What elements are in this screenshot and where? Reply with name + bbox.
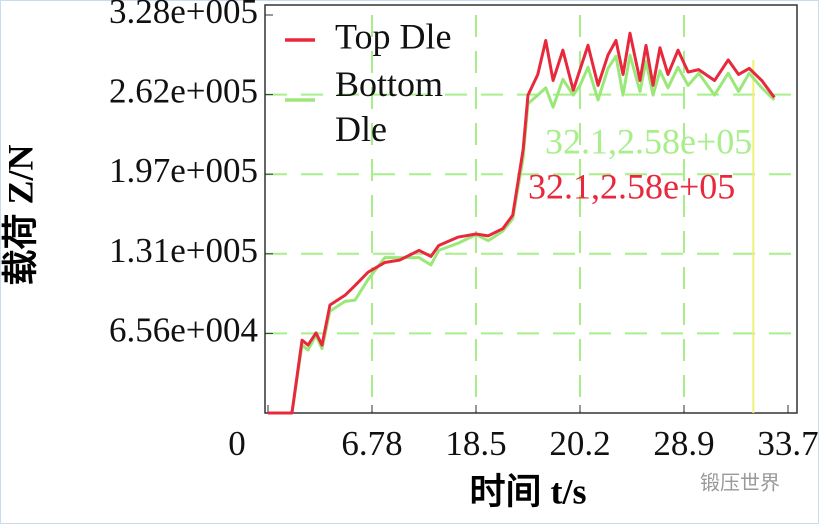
legend-label: Bottom Dle xyxy=(335,64,452,149)
annotation: 32.1,2.58e+05 xyxy=(545,121,752,161)
data-line xyxy=(268,53,776,415)
x-tick-label: 20.2 xyxy=(549,424,610,463)
y-tick-label: 1.31e+005 xyxy=(109,231,258,270)
data-line xyxy=(268,31,776,415)
x-tick-label: 18.5 xyxy=(445,424,506,463)
y-axis-label: 载荷 Z/N xyxy=(0,144,40,285)
x-tick-label: 0 xyxy=(228,424,246,463)
annotation: 32.1,2.58e+05 xyxy=(528,166,735,206)
watermark: 锻压世界 xyxy=(700,472,780,495)
legend-label-line: Bottom xyxy=(335,64,452,104)
y-tick-label: 2.62e+005 xyxy=(109,72,258,111)
legend-label: Top Dle xyxy=(335,16,451,56)
x-axis-label: 时间 t/s xyxy=(469,471,586,511)
x-tick-label: 33.7 xyxy=(757,424,818,463)
y-tick-label: 1.97e+005 xyxy=(109,151,258,190)
y-tick-label: 6.56e+004 xyxy=(109,310,258,349)
y-tick-label: 3.28e+005 xyxy=(109,0,258,31)
plot-frame xyxy=(264,4,798,414)
x-tick-label: 6.78 xyxy=(341,424,402,463)
legend-label-line: Dle xyxy=(335,109,387,149)
x-tick-label: 28.9 xyxy=(653,424,714,463)
